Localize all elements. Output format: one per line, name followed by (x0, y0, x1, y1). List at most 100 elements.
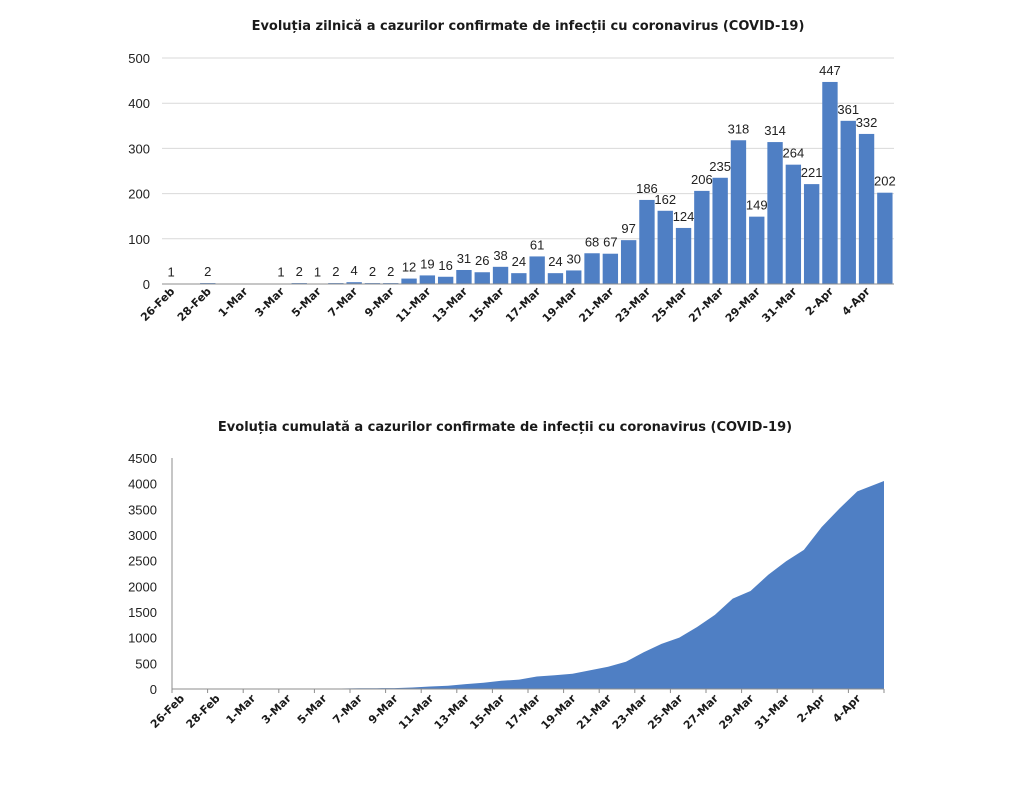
x-tick-label: 2-Apr (803, 285, 837, 319)
x-tick-label: 1-Mar (216, 285, 251, 320)
bar (420, 275, 435, 284)
data-label: 264 (782, 146, 804, 161)
data-label: 19 (420, 256, 434, 271)
x-tick-label: 11-Mar (396, 692, 436, 732)
x-tick-label: 4-Apr (839, 285, 873, 319)
bar (511, 273, 526, 284)
data-label: 26 (475, 253, 489, 268)
x-tick-label: 28-Feb (175, 285, 214, 324)
x-tick-label: 27-Mar (681, 692, 721, 732)
bar (529, 256, 544, 284)
x-tick-label: 1-Mar (224, 692, 259, 727)
y-tick-label: 3500 (128, 502, 157, 517)
bar (475, 272, 490, 284)
data-label: 68 (585, 234, 599, 249)
y-tick-label: 200 (128, 187, 150, 202)
data-label: 221 (801, 165, 823, 180)
bar (639, 200, 654, 284)
data-label: 30 (567, 251, 581, 266)
data-label: 206 (691, 172, 713, 187)
cumulative-chart-title: Evoluția cumulată a cazurilor confirmate… (218, 420, 792, 435)
data-label: 38 (493, 248, 507, 263)
data-label: 318 (728, 121, 750, 136)
cumulative-cases-chart: Evoluția cumulată a cazurilor confirmate… (128, 420, 884, 732)
bar (456, 270, 471, 284)
data-label: 202 (874, 174, 896, 189)
x-tick-label: 17-Mar (503, 285, 543, 325)
bar (584, 253, 599, 284)
bar (712, 178, 727, 284)
y-tick-label: 4000 (128, 477, 157, 492)
bar (694, 191, 709, 284)
x-tick-label: 3-Mar (252, 285, 287, 320)
bar (822, 82, 837, 284)
bar (401, 279, 416, 284)
x-tick-label: 23-Mar (613, 285, 653, 325)
bar (841, 121, 856, 284)
y-tick-label: 0 (150, 682, 157, 697)
y-tick-label: 300 (128, 141, 150, 156)
x-tick-label: 19-Mar (539, 692, 579, 732)
data-label: 235 (709, 159, 731, 174)
data-label: 12 (402, 260, 416, 275)
bar (621, 240, 636, 284)
x-tick-label: 7-Mar (326, 285, 361, 320)
data-label: 1 (314, 265, 321, 280)
x-tick-label: 27-Mar (686, 285, 726, 325)
data-label: 2 (387, 264, 394, 279)
bar (804, 184, 819, 284)
y-tick-label: 1500 (128, 605, 157, 620)
bar (676, 228, 691, 284)
y-tick-label: 500 (135, 656, 157, 671)
x-tick-label: 25-Mar (650, 285, 690, 325)
y-tick-label: 500 (128, 51, 150, 66)
x-tick-label: 13-Mar (430, 285, 470, 325)
x-tick-label: 2-Apr (795, 692, 829, 726)
daily-chart-title: Evoluția zilnică a cazurilor confirmate … (252, 19, 805, 34)
bar (493, 267, 508, 284)
x-tick-label: 29-Mar (717, 692, 757, 732)
x-tick-label: 15-Mar (467, 692, 507, 732)
x-tick-label: 17-Mar (503, 692, 543, 732)
x-tick-label: 23-Mar (610, 692, 650, 732)
x-tick-label: 25-Mar (645, 692, 685, 732)
x-tick-label: 5-Mar (295, 692, 330, 727)
data-label: 314 (764, 123, 786, 138)
bar (731, 140, 746, 284)
data-label: 332 (856, 115, 878, 130)
x-tick-label: 28-Feb (184, 692, 223, 731)
data-label: 2 (332, 264, 339, 279)
data-label: 1 (168, 265, 175, 280)
y-tick-label: 0 (143, 277, 150, 292)
bar (877, 193, 892, 284)
x-tick-label: 19-Mar (540, 285, 580, 325)
y-tick-label: 2500 (128, 554, 157, 569)
bar (548, 273, 563, 284)
x-tick-label: 26-Feb (148, 692, 187, 731)
x-tick-label: 31-Mar (752, 692, 792, 732)
data-label: 16 (438, 258, 452, 273)
data-label: 124 (673, 209, 695, 224)
y-tick-label: 2000 (128, 579, 157, 594)
x-tick-label: 9-Mar (366, 692, 401, 727)
bar (767, 142, 782, 284)
y-tick-label: 100 (128, 232, 150, 247)
data-label: 24 (548, 254, 562, 269)
x-tick-label: 5-Mar (289, 285, 324, 320)
data-label: 61 (530, 237, 544, 252)
data-label: 447 (819, 63, 841, 78)
data-label: 24 (512, 254, 526, 269)
x-tick-label: 21-Mar (574, 692, 614, 732)
x-tick-label: 13-Mar (432, 692, 472, 732)
y-tick-label: 400 (128, 96, 150, 111)
bar (658, 211, 673, 284)
data-label: 31 (457, 251, 471, 266)
data-label: 97 (621, 221, 635, 236)
data-label: 2 (296, 264, 303, 279)
data-label: 149 (746, 198, 768, 213)
bar (438, 277, 453, 284)
data-label: 1 (277, 265, 284, 280)
x-tick-label: 31-Mar (759, 285, 799, 325)
